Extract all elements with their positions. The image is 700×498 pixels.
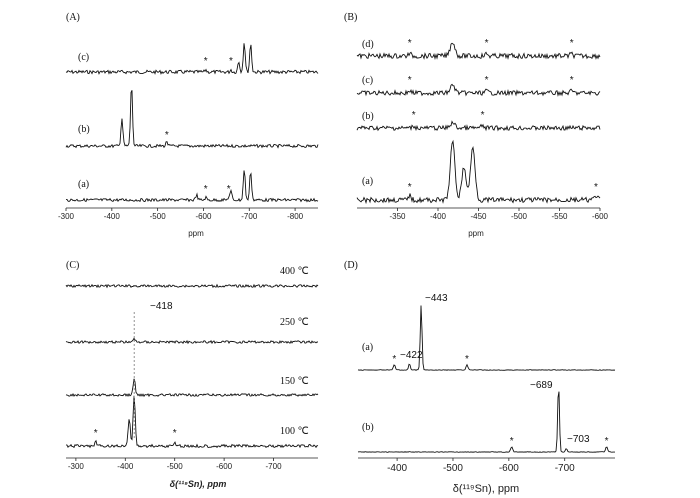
spectrum-trace (66, 170, 319, 203)
x-tick-label: -500 (150, 212, 167, 221)
panel-d-title: (D) (344, 260, 358, 271)
spinning-sideband-star: * (594, 182, 598, 193)
panel-d-annotation-443: −443 (425, 293, 448, 304)
panel-c-trace-100-label: 100 ℃ (280, 426, 309, 437)
x-tick-label: -500 (443, 463, 463, 474)
x-tick-label: -400 (104, 212, 121, 221)
x-tick-label: -300 (58, 212, 75, 221)
spinning-sideband-star: * (570, 75, 574, 86)
x-tick-label: -400 (430, 212, 447, 221)
x-tick-label: -700 (241, 212, 258, 221)
panel-c-x-label: δ(¹¹⁹Sn), ppm (170, 479, 227, 489)
x-tick-label: -600 (195, 212, 212, 221)
panel-c-trace-250-label: 250 ℃ (280, 317, 309, 328)
x-tick-label: -600 (216, 462, 233, 471)
panel-b: * * ** * ** ** * -350 -400 -450 -500 -550 -600 ppm … (356, 38, 609, 238)
panel-d-trace-b-label: (b) (362, 422, 374, 433)
spinning-sideband-star: * (408, 182, 412, 193)
panel-b-trace-b-label: (b) (362, 111, 374, 122)
panel-d-annotation-422: −422 (400, 350, 423, 361)
spinning-sideband-star: * (204, 56, 208, 67)
spinning-sideband-star: * (392, 354, 396, 365)
x-tick-label: -500 (167, 462, 184, 471)
panel-c-peak-annotation: −418 (150, 301, 173, 312)
spectrum-trace (357, 391, 615, 453)
spinning-sideband-star: * (485, 75, 489, 86)
spinning-sideband-star: * (605, 436, 609, 447)
spinning-sideband-star: * (510, 436, 514, 447)
spinning-sideband-star: * (204, 184, 208, 195)
spinning-sideband-star: * (485, 38, 489, 49)
x-tick-label: -450 (470, 212, 487, 221)
spinning-sideband-star: * (481, 110, 485, 121)
panel-b-trace-c-label: (c) (362, 75, 373, 86)
panel-c-trace-150-label: 150 ℃ (280, 376, 309, 387)
spectrum-trace (65, 90, 319, 149)
spectrum-trace (65, 395, 319, 449)
x-tick-label: -550 (551, 212, 568, 221)
panel-a-trace-c-label: (c) (78, 52, 89, 63)
spinning-sideband-star: * (408, 38, 412, 49)
x-tick-label: -300 (68, 462, 85, 471)
panel-a-x-label: ppm (188, 229, 204, 238)
x-tick-label: -800 (287, 212, 304, 221)
spectrum-trace (65, 43, 319, 75)
panel-a: * * * * * -300 -400 -500 -600 -700 -800 ppm (c) (… (58, 43, 319, 238)
spinning-sideband-star: * (229, 56, 233, 67)
panel-c-trace-400-label: 400 ℃ (280, 266, 309, 277)
spectrum-trace (357, 305, 616, 371)
panel-d-trace-a-label: (a) (362, 342, 373, 353)
spectrum-trace (356, 42, 601, 61)
panel-a-title: (A) (66, 12, 80, 23)
panel-d-x-label: δ(¹¹⁹Sn), ppm (453, 483, 519, 495)
x-tick-label: -350 (389, 212, 406, 221)
panel-d-annotation-689: −689 (530, 380, 553, 391)
spectrum-trace (356, 83, 601, 97)
panel-b-trace-d-label: (d) (362, 39, 374, 50)
x-tick-label: -700 (555, 463, 575, 474)
panel-c-title: (C) (66, 260, 79, 271)
x-tick-label: -400 (387, 463, 407, 474)
spectrum-trace (356, 120, 601, 132)
spectrum-trace (65, 378, 319, 398)
panel-c: * * -300 -400 -500 -600 -700 δ(¹¹⁹Sn), ppm 40… (65, 266, 319, 489)
spectrum-trace (65, 337, 318, 345)
spinning-sideband-star: * (165, 130, 169, 141)
panel-d-annotation-703: −703 (567, 434, 590, 445)
panel-b-trace-a-label: (a) (362, 176, 373, 187)
x-tick-label: -500 (511, 212, 528, 221)
spinning-sideband-star: * (570, 38, 574, 49)
spinning-sideband-star: * (173, 428, 177, 439)
spinning-sideband-star: * (465, 354, 469, 365)
panel-a-trace-b-label: (b) (78, 124, 90, 135)
spinning-sideband-star: * (412, 110, 416, 121)
panel-b-title: (B) (344, 12, 357, 23)
x-tick-label: -600 (499, 463, 519, 474)
spinning-sideband-star: * (94, 428, 98, 439)
panel-d: * ** * -400 -500 -600 -700 δ(¹¹⁹Sn), ppm (a) … (357, 293, 616, 495)
spinning-sideband-star: * (227, 184, 231, 195)
panel-a-trace-a-label: (a) (78, 179, 89, 190)
x-tick-label: -600 (592, 212, 609, 221)
x-tick-label: -400 (117, 462, 134, 471)
spinning-sideband-star: * (408, 75, 412, 86)
spectrum-trace (356, 139, 601, 205)
spectrum-trace (65, 283, 319, 289)
panel-b-x-label: ppm (468, 229, 484, 238)
x-tick-label: -700 (266, 462, 283, 471)
